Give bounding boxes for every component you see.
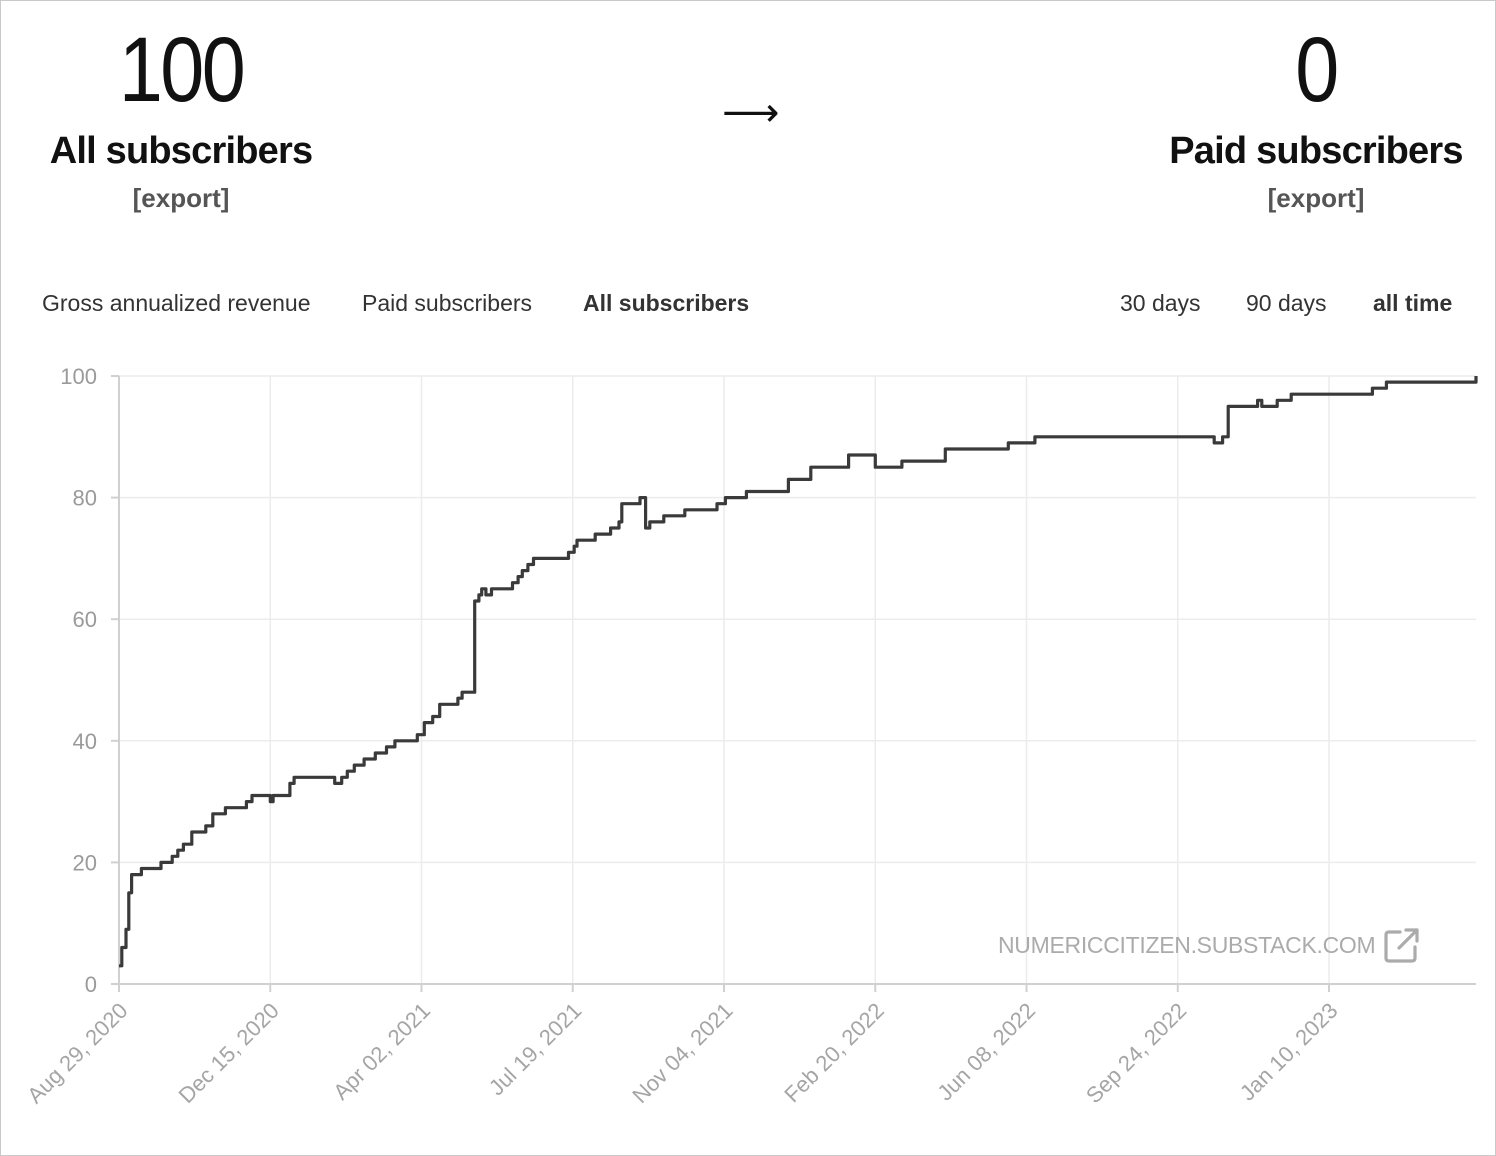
all-subscribers-label: All subscribers bbox=[49, 130, 313, 172]
all-subscribers-export-link[interactable]: [export] bbox=[132, 183, 230, 213]
x-tick-label: Nov 04, 2021 bbox=[627, 998, 737, 1108]
all-subscribers-count: 100 bbox=[118, 19, 246, 121]
paid-subscribers-count: 0 bbox=[1295, 19, 1339, 121]
publication-url: NUMERICCITIZEN.SUBSTACK.COM bbox=[998, 931, 1376, 958]
y-tick-label: 100 bbox=[60, 364, 97, 389]
tab-gross-annualized-revenue[interactable]: Gross annualized revenue bbox=[42, 290, 311, 316]
y-axis-ticks: 0 20 40 60 80 100 bbox=[60, 364, 97, 997]
tab-all-subscribers[interactable]: All subscribers bbox=[583, 290, 750, 316]
x-tick-label: Dec 15, 2020 bbox=[174, 998, 284, 1108]
y-tick-label: 40 bbox=[73, 729, 97, 754]
paid-subscribers-label: Paid subscribers bbox=[1169, 130, 1463, 172]
y-tick-label: 0 bbox=[85, 972, 97, 997]
tab-paid-subscribers[interactable]: Paid subscribers bbox=[362, 290, 533, 316]
paid-subscribers-export-link[interactable]: [export] bbox=[1267, 183, 1365, 213]
range-all-time[interactable]: all time bbox=[1373, 290, 1453, 316]
x-tick-label: Apr 02, 2021 bbox=[328, 998, 435, 1105]
publication-link[interactable]: NUMERICCITIZEN.SUBSTACK.COM bbox=[998, 926, 1421, 964]
all-subscribers-stat: 100 All subscribers [export] bbox=[40, 24, 322, 214]
subscribers-chart: 0 20 40 60 80 100 Aug 29, 2020 Dec 15, 2020 Apr… bbox=[22, 364, 1478, 1108]
arrow-right-icon: ⟶ bbox=[722, 91, 780, 135]
y-tick-label: 80 bbox=[73, 486, 97, 511]
x-tick-label: Aug 29, 2020 bbox=[22, 998, 132, 1108]
x-axis-ticks: Aug 29, 2020 Dec 15, 2020 Apr 02, 2021 Jul … bbox=[22, 998, 1342, 1108]
range-30-days[interactable]: 30 days bbox=[1120, 290, 1201, 316]
x-tick-label: Jun 08, 2022 bbox=[932, 998, 1040, 1106]
x-tick-label: Jul 19, 2021 bbox=[484, 998, 586, 1100]
chart-axes bbox=[111, 375, 1476, 992]
y-tick-label: 20 bbox=[73, 850, 97, 875]
x-tick-label: Jan 10, 2023 bbox=[1235, 998, 1343, 1106]
y-tick-label: 60 bbox=[73, 607, 97, 632]
range-90-days[interactable]: 90 days bbox=[1246, 290, 1327, 316]
paid-subscribers-stat: 0 Paid subscribers [export] bbox=[1160, 24, 1472, 214]
chart-grid bbox=[118, 375, 1476, 985]
series-line bbox=[119, 376, 1478, 968]
external-link-icon bbox=[1384, 928, 1419, 963]
x-tick-label: Sep 24, 2022 bbox=[1081, 998, 1191, 1108]
x-tick-label: Feb 20, 2022 bbox=[779, 998, 888, 1107]
